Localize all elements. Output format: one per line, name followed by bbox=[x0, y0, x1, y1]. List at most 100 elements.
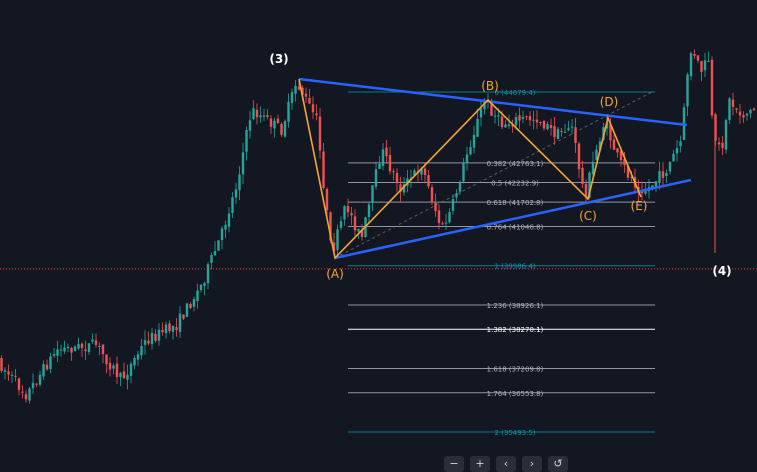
candle-body bbox=[255, 109, 259, 118]
lower-trendline bbox=[334, 178, 692, 260]
candle-body bbox=[14, 375, 17, 377]
candle-body bbox=[654, 181, 658, 187]
candle-body bbox=[392, 171, 395, 173]
candle-body bbox=[686, 74, 689, 107]
candle-body bbox=[346, 206, 350, 213]
zoom-out-button[interactable]: − bbox=[444, 456, 464, 472]
candle-body bbox=[595, 149, 598, 161]
candle-body bbox=[423, 168, 427, 176]
candle-body bbox=[427, 175, 430, 187]
candle-body bbox=[738, 111, 742, 116]
candle-body bbox=[560, 130, 563, 132]
candle-body bbox=[322, 151, 325, 188]
candle-body bbox=[623, 159, 626, 166]
fib-level-label: 1 (39986.4) bbox=[494, 263, 535, 271]
candle-body bbox=[276, 118, 280, 124]
candle-body bbox=[483, 100, 486, 110]
candle-body bbox=[42, 364, 45, 377]
candle-body bbox=[532, 119, 535, 121]
candle-body bbox=[66, 346, 70, 349]
scroll-right-button[interactable]: › bbox=[522, 456, 542, 472]
fib-level-label: 0.5 (42232.9) bbox=[491, 180, 539, 188]
candle-body bbox=[297, 86, 301, 90]
candle-body bbox=[731, 99, 735, 107]
candle-body bbox=[38, 374, 42, 385]
candle-body bbox=[189, 303, 192, 308]
candle-body bbox=[556, 128, 560, 140]
candle-body bbox=[458, 182, 462, 192]
fib-anchor-line bbox=[334, 91, 653, 259]
candle-body bbox=[472, 134, 476, 148]
candle-body bbox=[294, 85, 297, 94]
candle-body bbox=[388, 155, 392, 172]
candle-body bbox=[154, 333, 157, 341]
candle-body bbox=[98, 346, 101, 348]
candle-body bbox=[283, 121, 287, 137]
candle-body bbox=[385, 147, 388, 157]
candle-body bbox=[101, 344, 105, 354]
fib-level-label: 1.618 (37209.8) bbox=[487, 365, 544, 373]
candle-body bbox=[469, 147, 472, 155]
candle-body bbox=[133, 357, 136, 366]
candle-body bbox=[626, 166, 630, 178]
candle-body bbox=[528, 116, 532, 121]
candle-body bbox=[395, 173, 399, 184]
candle-body bbox=[567, 128, 570, 131]
zoom-in-button[interactable]: + bbox=[470, 456, 490, 472]
candle-body bbox=[507, 124, 511, 126]
candle-body bbox=[115, 363, 119, 377]
candle-body bbox=[549, 125, 553, 129]
candle-body bbox=[10, 374, 14, 376]
candle-body bbox=[521, 117, 525, 119]
candle-body bbox=[213, 251, 217, 256]
candle-body bbox=[644, 191, 647, 194]
candle-body bbox=[84, 349, 87, 352]
candle-body bbox=[238, 174, 241, 191]
candle-body bbox=[724, 120, 728, 150]
candle-body bbox=[91, 339, 94, 342]
candle-body bbox=[259, 115, 262, 118]
candle-body bbox=[336, 229, 339, 250]
candle-body bbox=[350, 212, 353, 216]
candle-body bbox=[444, 222, 448, 224]
fib-level-label: 0 (44679.4) bbox=[494, 89, 535, 97]
candle-body bbox=[227, 213, 231, 227]
candle-body bbox=[581, 167, 584, 185]
candle-body bbox=[45, 364, 49, 370]
candle-body bbox=[105, 354, 108, 365]
candle-body bbox=[56, 349, 59, 356]
candle-body bbox=[689, 53, 693, 77]
candle-body bbox=[3, 370, 7, 372]
candle-body bbox=[63, 347, 66, 352]
candle-body bbox=[262, 115, 266, 117]
candle-body bbox=[535, 119, 539, 123]
candle-body bbox=[378, 163, 381, 169]
scroll-left-button[interactable]: ‹ bbox=[496, 456, 516, 472]
candle-body bbox=[304, 93, 308, 97]
fib-level-label: 0.382 (42763.1) bbox=[487, 160, 544, 168]
candle-body bbox=[546, 124, 549, 130]
candle-body bbox=[185, 303, 189, 317]
candle-body bbox=[588, 172, 591, 198]
candle-body bbox=[455, 193, 458, 198]
candle-body bbox=[252, 108, 255, 120]
candle-body bbox=[441, 223, 444, 225]
candle-body bbox=[434, 202, 437, 212]
candle-body bbox=[479, 108, 483, 118]
candle-body bbox=[360, 229, 364, 237]
elliott-wave-path bbox=[298, 78, 642, 260]
chart-toolbar: − + ‹ › ↺ bbox=[444, 456, 568, 472]
candle-body bbox=[301, 87, 304, 95]
candle-body bbox=[108, 362, 112, 370]
candle-body bbox=[542, 121, 546, 129]
candle-body bbox=[28, 388, 31, 401]
wave-label: (D) bbox=[600, 95, 619, 109]
candle-body bbox=[658, 171, 661, 183]
reset-chart-button[interactable]: ↺ bbox=[548, 456, 568, 472]
candle-body bbox=[290, 91, 294, 103]
candle-body bbox=[451, 199, 455, 211]
candle-body bbox=[318, 116, 322, 151]
candle-body bbox=[143, 340, 147, 345]
